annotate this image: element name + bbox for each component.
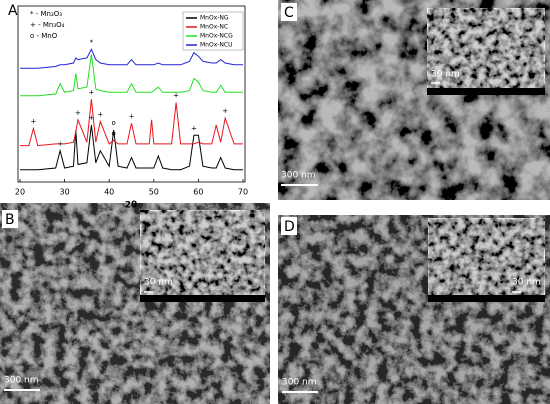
peak-marker: +	[88, 114, 94, 122]
peak-marker: +	[75, 109, 81, 117]
sem-inset	[139, 209, 266, 303]
peak-marker: +	[88, 88, 94, 96]
x-tick-label: 40	[104, 188, 114, 197]
x-tick-label: 20	[15, 188, 25, 197]
xrd-line	[20, 124, 243, 171]
peak-marker: *	[90, 38, 94, 46]
x-axis-label: 2θ	[125, 201, 137, 211]
xrd-line	[20, 99, 243, 147]
inset-info-bar	[427, 88, 545, 95]
scale-label: 300 nm	[4, 376, 39, 386]
x-tick-label: 30	[60, 188, 70, 197]
phase-key: + - Mn₃O₄	[30, 21, 65, 29]
label-box	[281, 3, 297, 21]
legend-label: MnOx-NC	[200, 24, 228, 31]
peak-marker: +	[97, 111, 103, 119]
peak-marker: o	[112, 119, 116, 127]
scale-label: 300 nm	[282, 378, 317, 388]
sem-panel-d: 30 nm 300 nm D	[278, 215, 550, 404]
panel-label: B	[5, 212, 15, 228]
x-tick-label: 60	[193, 188, 203, 197]
panel-label: D	[284, 219, 295, 235]
inset-info-bar	[428, 295, 545, 302]
peak-marker: +	[30, 118, 36, 126]
xrd-panel: A 2θ 20 30 40 50 60 70*++++o+++++o+* - Mn₂O₃+…	[8, 3, 248, 211]
peak-marker: +	[222, 107, 228, 115]
xrd-line	[20, 48, 243, 69]
label-box	[281, 217, 297, 235]
plot-frame	[17, 5, 246, 183]
inset-scale-label: 30 nm	[144, 278, 173, 288]
x-tick-label: 70	[238, 188, 248, 197]
phase-key: o - MnO	[30, 32, 58, 40]
phase-key: * - Mn₂O₃	[30, 10, 62, 18]
sem-inset	[427, 217, 546, 303]
scale-label: 300 nm	[281, 171, 316, 181]
xrd-line	[20, 54, 243, 97]
inset-scale-label: 30 nm	[512, 278, 541, 288]
inset-scale-label: 30 nm	[431, 70, 460, 80]
inset-info-bar	[140, 295, 265, 302]
legend-label: MnOx-NG	[200, 15, 229, 22]
legend-label: MnOx-NCG	[200, 33, 233, 40]
x-tick-label: 50	[149, 188, 159, 197]
peak-marker: +	[57, 140, 63, 148]
sem-inset	[426, 7, 546, 96]
peak-marker: +	[191, 124, 197, 132]
label-box	[2, 210, 18, 228]
peak-marker: o	[112, 130, 116, 138]
sem-panel-b: 30 nm 300 nm B	[0, 203, 270, 404]
legend-label: MnOx-NCU	[200, 42, 233, 49]
peak-marker: +	[129, 112, 135, 120]
panel-label: C	[284, 5, 294, 21]
peak-marker: +	[173, 92, 179, 100]
panel-label: A	[8, 3, 18, 19]
sem-panel-c: 30 nm 300 nm C	[278, 0, 550, 200]
